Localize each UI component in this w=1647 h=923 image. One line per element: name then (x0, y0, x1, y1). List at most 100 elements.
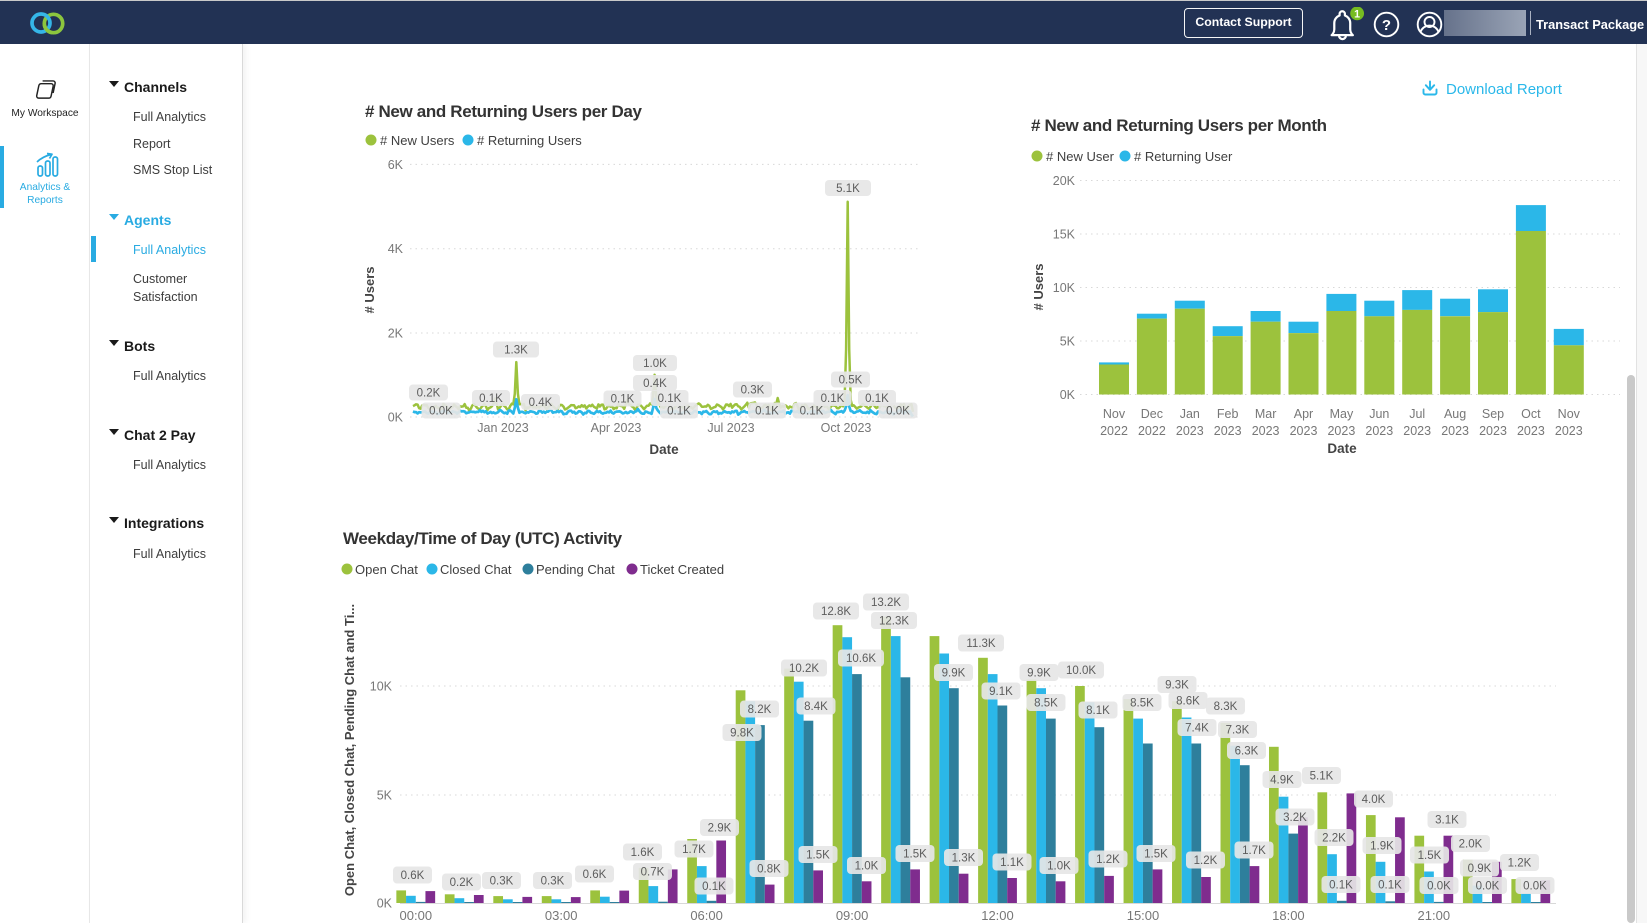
svg-text:0.1K: 0.1K (865, 393, 889, 405)
svg-text:8.2K: 8.2K (748, 704, 772, 716)
svg-text:1.9K: 1.9K (1370, 841, 1394, 853)
svg-text:5K: 5K (1060, 335, 1076, 349)
svg-text:10K: 10K (1053, 281, 1076, 295)
svg-text:21:00: 21:00 (1418, 908, 1451, 923)
svg-text:Jul: Jul (1409, 407, 1425, 421)
svg-text:0.1K: 0.1K (1329, 880, 1353, 892)
svg-text:Apr: Apr (1294, 407, 1313, 421)
svg-text:0.3K: 0.3K (741, 385, 765, 397)
svg-text:10.2K: 10.2K (789, 663, 819, 675)
svg-text:0.3K: 0.3K (490, 876, 514, 888)
svg-text:00:00: 00:00 (400, 908, 433, 923)
svg-text:Jan: Jan (1180, 407, 1200, 421)
svg-text:0K: 0K (1060, 388, 1076, 402)
svg-text:0.6K: 0.6K (401, 870, 425, 882)
svg-text:18:00: 18:00 (1272, 908, 1305, 923)
svg-text:8.4K: 8.4K (804, 701, 828, 713)
svg-text:8.5K: 8.5K (1130, 698, 1154, 710)
svg-text:1.5K: 1.5K (1144, 849, 1168, 861)
svg-text:0.0K: 0.0K (1427, 881, 1451, 893)
svg-text:1.0K: 1.0K (1047, 861, 1071, 873)
svg-text:?: ? (1382, 17, 1391, 34)
svg-text:# New User: # New User (1046, 149, 1115, 164)
svg-text:4K: 4K (388, 242, 404, 256)
svg-text:4.0K: 4.0K (1362, 794, 1386, 806)
svg-text:1.5K: 1.5K (806, 850, 830, 862)
svg-text:Download Report: Download Report (1446, 81, 1563, 98)
svg-text:2023: 2023 (1365, 424, 1393, 438)
svg-text:0.1K: 0.1K (667, 406, 691, 418)
svg-text:0.1K: 0.1K (702, 881, 726, 893)
svg-text:0.7K: 0.7K (641, 867, 665, 879)
svg-text:# New and Returning Users per: # New and Returning Users per Month (1031, 116, 1327, 135)
svg-text:Pending Chat: Pending Chat (536, 562, 615, 577)
svg-text:0.0K: 0.0K (429, 406, 453, 418)
svg-text:9.8K: 9.8K (730, 728, 754, 740)
svg-text:9.9K: 9.9K (942, 668, 966, 680)
svg-text:15K: 15K (1053, 228, 1076, 242)
svg-text:2022: 2022 (1138, 424, 1166, 438)
svg-text:4.9K: 4.9K (1270, 775, 1294, 787)
svg-text:Closed Chat: Closed Chat (440, 562, 512, 577)
svg-text:1: 1 (1354, 9, 1360, 21)
svg-text:1.7K: 1.7K (1242, 845, 1266, 857)
svg-text:Dec: Dec (1141, 407, 1163, 421)
svg-text:1.3K: 1.3K (952, 853, 976, 865)
svg-text:Mar: Mar (1255, 407, 1277, 421)
svg-text:3.1K: 3.1K (1435, 815, 1459, 827)
svg-text:1.3K: 1.3K (504, 345, 528, 357)
svg-text:2023: 2023 (1327, 424, 1355, 438)
svg-text:# Returning User: # Returning User (1134, 149, 1233, 164)
svg-text:Open Chat, Closed Chat, Pendin: Open Chat, Closed Chat, Pending Chat and… (342, 604, 357, 896)
svg-text:1.5K: 1.5K (903, 849, 927, 861)
svg-text:10.6K: 10.6K (846, 653, 876, 665)
svg-text:Weekday/Time of Day (UTC) Acti: Weekday/Time of Day (UTC) Activity (343, 529, 623, 548)
svg-text:1.1K: 1.1K (1000, 857, 1024, 869)
svg-text:2.2K: 2.2K (1322, 833, 1346, 845)
svg-text:12:00: 12:00 (981, 908, 1014, 923)
svg-text:0.0K: 0.0K (886, 406, 910, 418)
svg-text:2023: 2023 (1403, 424, 1431, 438)
svg-text:Date: Date (1327, 441, 1357, 456)
svg-text:9.9K: 9.9K (1027, 668, 1051, 680)
svg-text:2023: 2023 (1555, 424, 1583, 438)
svg-text:7.4K: 7.4K (1185, 723, 1209, 735)
svg-text:0.9K: 0.9K (1468, 863, 1492, 875)
svg-text:2023: 2023 (1176, 424, 1204, 438)
svg-text:Feb: Feb (1217, 407, 1239, 421)
svg-text:0.5K: 0.5K (839, 375, 863, 387)
svg-text:2K: 2K (388, 327, 404, 341)
svg-text:1.6K: 1.6K (631, 847, 655, 859)
svg-text:7.3K: 7.3K (1226, 725, 1250, 737)
svg-text:0.6K: 0.6K (583, 869, 607, 881)
svg-text:Oct: Oct (1521, 407, 1541, 421)
svg-text:Jul 2023: Jul 2023 (707, 421, 754, 435)
svg-text:2023: 2023 (1479, 424, 1507, 438)
svg-text:9.3K: 9.3K (1165, 680, 1189, 692)
svg-text:0.1K: 0.1K (800, 406, 824, 418)
svg-text:06:00: 06:00 (690, 908, 723, 923)
svg-text:5.1K: 5.1K (1310, 771, 1334, 783)
svg-text:03:00: 03:00 (545, 908, 578, 923)
svg-text:# New and Returning Users per: # New and Returning Users per Day (365, 102, 642, 121)
svg-text:1.0K: 1.0K (855, 861, 879, 873)
svg-text:8.6K: 8.6K (1176, 696, 1200, 708)
svg-text:# Returning Users: # Returning Users (477, 133, 582, 148)
svg-text:2023: 2023 (1517, 424, 1545, 438)
svg-text:9.1K: 9.1K (989, 686, 1013, 698)
svg-text:0.0K: 0.0K (1476, 881, 1500, 893)
svg-text:13.2K: 13.2K (871, 597, 901, 609)
svg-text:0K: 0K (377, 897, 393, 911)
svg-text:8.3K: 8.3K (1214, 701, 1238, 713)
svg-text:0K: 0K (388, 411, 404, 425)
svg-text:0.1K: 0.1K (755, 406, 779, 418)
svg-text:11.3K: 11.3K (966, 638, 996, 650)
svg-text:# Users: # Users (1031, 264, 1046, 311)
svg-text:1.7K: 1.7K (682, 844, 706, 856)
svg-text:09:00: 09:00 (836, 908, 869, 923)
svg-text:1.2K: 1.2K (1194, 855, 1218, 867)
svg-text:# Users: # Users (362, 267, 377, 314)
svg-text:# New Users: # New Users (380, 133, 455, 148)
svg-text:0.1K: 0.1K (479, 393, 503, 405)
svg-text:1.2K: 1.2K (1508, 858, 1532, 870)
